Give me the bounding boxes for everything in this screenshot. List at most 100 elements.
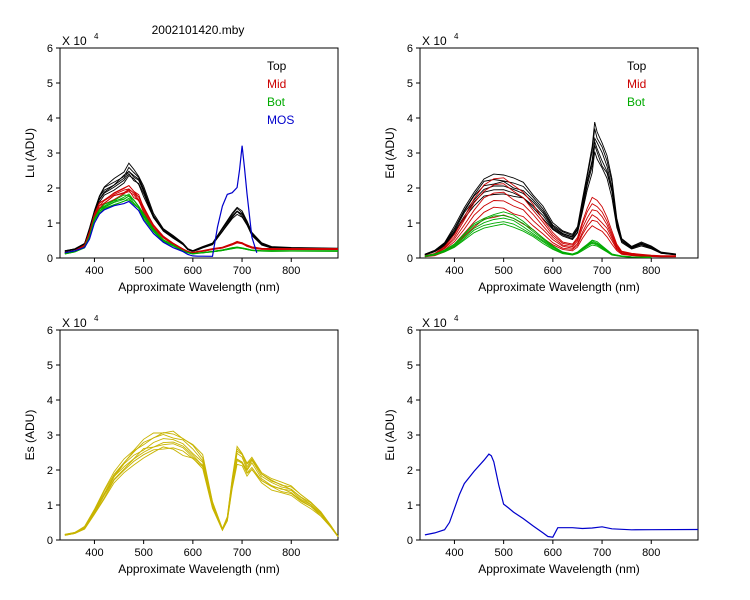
series-line-mid — [424, 206, 676, 258]
y-tick-label: 6 — [407, 43, 413, 55]
legend-entry-bot: Bot — [267, 95, 286, 109]
x-tick-label: 700 — [593, 265, 611, 277]
y-axis-label: Lu (ADU) — [23, 128, 37, 178]
y-tick-label: 0 — [47, 535, 53, 547]
y-tick-label: 0 — [407, 253, 413, 265]
series-line-mid — [424, 214, 676, 258]
y-multiplier-exponent: 4 — [94, 32, 99, 41]
x-tick-label: 800 — [642, 547, 660, 559]
series-line-bot — [424, 211, 652, 258]
y-tick-label: 3 — [407, 148, 413, 160]
x-axis-label: Approximate Wavelength (nm) — [478, 562, 640, 576]
series-line-es — [64, 430, 339, 537]
series-line-top — [64, 170, 339, 252]
series-line-mid — [424, 200, 676, 257]
y-multiplier-label: X 10 — [62, 34, 87, 48]
legend-entry-bot: Bot — [627, 95, 646, 109]
legend-entry-mos: MOS — [267, 113, 294, 127]
y-tick-label: 2 — [47, 183, 53, 195]
y-tick-label: 1 — [47, 218, 53, 230]
x-tick-label: 400 — [85, 547, 103, 559]
legend-entry-top: Top — [267, 59, 287, 73]
x-axis-label: Approximate Wavelength (nm) — [118, 562, 280, 576]
x-tick-label: 500 — [494, 547, 512, 559]
y-axis-label: Es (ADU) — [23, 410, 37, 461]
y-tick-label: 2 — [407, 465, 413, 477]
y-tick-label: 4 — [47, 113, 53, 125]
series-line-mid — [64, 185, 339, 253]
x-axis-label: Approximate Wavelength (nm) — [478, 280, 640, 294]
x-tick-label: 500 — [134, 547, 152, 559]
y-tick-label: 0 — [47, 253, 53, 265]
series-line-mid — [424, 191, 676, 257]
series-line-bot — [424, 223, 652, 258]
x-tick-label: 400 — [445, 547, 463, 559]
series-line-top — [424, 121, 676, 255]
series-line-mid — [64, 191, 339, 254]
y-tick-label: 5 — [47, 78, 53, 90]
x-tick-label: 700 — [233, 265, 251, 277]
x-tick-label: 600 — [184, 547, 202, 559]
x-tick-label: 500 — [494, 265, 512, 277]
legend-entry-top: Top — [627, 59, 647, 73]
y-tick-label: 5 — [407, 78, 413, 90]
x-tick-label: 800 — [282, 547, 300, 559]
y-tick-label: 1 — [47, 500, 53, 512]
series-line-bot — [64, 195, 338, 255]
series-line-es — [64, 434, 339, 537]
y-tick-label: 4 — [407, 113, 413, 125]
legend-entry-mid: Mid — [627, 77, 646, 91]
plot-frame — [419, 47, 699, 259]
y-tick-label: 2 — [47, 465, 53, 477]
y-multiplier-label: X 10 — [422, 34, 447, 48]
y-tick-label: 5 — [407, 360, 413, 372]
plot-frame — [419, 329, 699, 541]
y-multiplier-exponent: 4 — [454, 32, 459, 41]
y-tick-label: 3 — [407, 430, 413, 442]
y-multiplier-exponent: 4 — [454, 314, 459, 323]
y-tick-label: 4 — [407, 395, 413, 407]
y-axis-label: Eu (ADU) — [383, 409, 397, 460]
plot-frame — [59, 329, 339, 541]
y-tick-label: 6 — [47, 43, 53, 55]
figure-title: 2002101420.mby — [152, 23, 245, 37]
series-line-top — [64, 170, 339, 252]
y-tick-label: 0 — [407, 535, 413, 547]
y-multiplier-label: X 10 — [62, 316, 87, 330]
y-multiplier-exponent: 4 — [94, 314, 99, 323]
series-line-mos — [64, 145, 258, 257]
y-tick-label: 3 — [47, 148, 53, 160]
y-tick-label: 1 — [407, 500, 413, 512]
legend-entry-mid: Mid — [267, 77, 286, 91]
y-axis-label: Ed (ADU) — [383, 127, 397, 178]
x-tick-label: 600 — [184, 265, 202, 277]
y-tick-label: 1 — [407, 218, 413, 230]
x-tick-label: 700 — [593, 547, 611, 559]
y-tick-label: 3 — [47, 430, 53, 442]
series-line-mid — [424, 177, 676, 257]
series-line-bot — [424, 217, 652, 258]
x-tick-label: 400 — [85, 265, 103, 277]
series-line-top — [64, 162, 339, 252]
x-tick-label: 800 — [642, 265, 660, 277]
x-tick-label: 500 — [134, 265, 152, 277]
x-axis-label: Approximate Wavelength (nm) — [118, 280, 280, 294]
x-tick-label: 400 — [445, 265, 463, 277]
y-tick-label: 4 — [47, 395, 53, 407]
x-tick-label: 800 — [282, 265, 300, 277]
y-tick-label: 5 — [47, 360, 53, 372]
plot-frame — [59, 47, 339, 259]
series-line-bot — [64, 194, 339, 255]
y-multiplier-label: X 10 — [422, 316, 447, 330]
x-tick-label: 600 — [544, 265, 562, 277]
series-line-eu — [424, 453, 699, 538]
series-line-mid — [64, 185, 339, 254]
y-tick-label: 2 — [407, 183, 413, 195]
y-tick-label: 6 — [407, 325, 413, 337]
